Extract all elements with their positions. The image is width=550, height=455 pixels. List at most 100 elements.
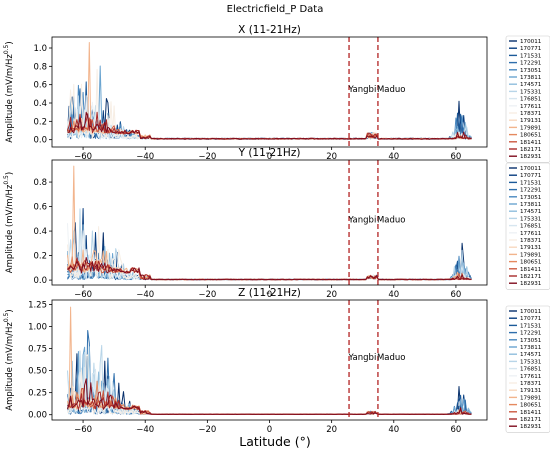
y-tick-label: 0.8	[33, 178, 47, 188]
legend-label-177611: 177611	[520, 231, 542, 237]
x-tick-label: 40	[388, 290, 399, 300]
x-tick-label: 20	[326, 290, 337, 300]
y-tick-label: 1.0	[33, 44, 47, 54]
y-tick-label: 1.00	[28, 322, 47, 332]
legend-label-181411: 181411	[520, 140, 542, 146]
legend-label-180651: 180651	[520, 260, 542, 266]
panels-group: X (11-21Hz) Yangbi Maduo −60 −40 −20 0 20 40 60 0.…	[3, 24, 550, 435]
series-line-179891	[67, 306, 472, 415]
legend-label-182931: 182931	[520, 154, 542, 160]
chart-panel-2: Y (11-21Hz) Yangbi Maduo −60 −40 −20 0 20 40 60 0.…	[3, 147, 550, 300]
legend-label-173811: 173811	[520, 75, 542, 81]
legend-label-179131: 179131	[520, 245, 542, 251]
chart-panel-3: Z (11-21Hz) Yangbi Maduo −60 −40 −20 0 20 40 60 0.…	[3, 287, 550, 435]
series-line-170771	[67, 208, 472, 281]
x-tick-label: −20	[198, 290, 216, 300]
panel-title: Y (11-21Hz)	[238, 147, 301, 159]
series-line-178371	[67, 68, 472, 140]
series-line-176851	[67, 106, 472, 140]
x-tick-label: 60	[451, 152, 462, 162]
x-tick-label: 40	[388, 152, 399, 162]
x-tick-label: −60	[74, 425, 92, 435]
x-tick-label: 0	[267, 290, 272, 300]
x-tick-label: 20	[326, 425, 337, 435]
legend-label-178371: 178371	[520, 238, 542, 244]
marker-label-yangbi: Yangbi	[348, 216, 377, 226]
x-tick-label: 60	[451, 290, 462, 300]
legend-label-181411: 181411	[520, 267, 542, 273]
legend-label-175331: 175331	[520, 359, 542, 365]
legend-label-173051: 173051	[520, 68, 542, 74]
legend-label-170771: 170771	[520, 173, 542, 179]
y-tick-label: 0.4	[33, 227, 47, 237]
series-line-179891	[67, 165, 472, 281]
legend-label-176851: 176851	[520, 367, 542, 373]
legend-label-171531: 171531	[520, 323, 542, 329]
legend-label-181411: 181411	[520, 410, 542, 416]
legend-label-175331: 175331	[520, 216, 542, 222]
series-line-179891	[67, 42, 472, 140]
x-tick-label: −40	[136, 425, 154, 435]
legend-label-170011: 170011	[520, 309, 542, 315]
series-line-175331	[67, 208, 472, 281]
marker-label-maduo: Maduo	[377, 353, 406, 363]
legend-label-172291: 172291	[520, 331, 542, 337]
legend-label-171531: 171531	[520, 53, 542, 59]
chart-panel-1: X (11-21Hz) Yangbi Maduo −60 −40 −20 0 20 40 60 0.…	[3, 24, 550, 163]
figure-title: Electricfield_P Data	[227, 4, 324, 15]
y-axis-label: Amplitude (mV/m/Hz0.5)	[3, 309, 15, 410]
y-axis-label: Amplitude (mV/m/Hz0.5)	[3, 172, 15, 273]
y-tick-label: 1.25	[28, 300, 47, 310]
legend-label-179891: 179891	[520, 125, 542, 131]
legend-label-172291: 172291	[520, 61, 542, 67]
x-tick-label: −60	[74, 152, 92, 162]
y-tick-label: 0.0	[33, 136, 47, 146]
legend-label-182931: 182931	[520, 424, 542, 430]
x-tick-label: 0	[267, 152, 272, 162]
y-tick-label: 0.8	[33, 62, 47, 72]
x-tick-label: −20	[198, 425, 216, 435]
x-tick-label: −40	[136, 290, 154, 300]
legend-label-173811: 173811	[520, 202, 542, 208]
series-line-173811	[67, 250, 472, 281]
series-line-182931	[67, 257, 472, 281]
series-line-173811	[67, 346, 472, 415]
marker-label-maduo: Maduo	[377, 85, 406, 95]
legend-label-179131: 179131	[520, 118, 542, 124]
series-lines	[67, 306, 472, 415]
legend-label-177611: 177611	[520, 104, 542, 110]
legend-label-177611: 177611	[520, 374, 542, 380]
series-line-175331	[67, 344, 472, 415]
x-tick-label: −40	[136, 152, 154, 162]
series-line-182931	[67, 111, 472, 140]
y-tick-label: 0.6	[33, 203, 47, 213]
legend-label-176851: 176851	[520, 97, 542, 103]
panel-title: X (11-21Hz)	[238, 24, 301, 36]
legend-label-179131: 179131	[520, 388, 542, 394]
legend-label-180651: 180651	[520, 133, 542, 139]
y-axis-label: Amplitude (mV/m/Hz0.5)	[3, 41, 15, 142]
legend-label-176851: 176851	[520, 224, 542, 230]
legend-label-174571: 174571	[520, 82, 542, 88]
y-tick-label: 0.4	[33, 99, 47, 109]
panel-title: Z (11-21Hz)	[238, 287, 301, 299]
legend-label-182171: 182171	[520, 274, 542, 280]
y-tick-label: 0.00	[28, 411, 47, 421]
legend-label-170011: 170011	[520, 39, 542, 45]
series-line-172291	[67, 330, 472, 415]
y-tick-label: 0.25	[28, 389, 47, 399]
series-line-173051	[67, 84, 472, 140]
y-tick-label: 0.2	[33, 117, 47, 127]
legend-label-174571: 174571	[520, 209, 542, 215]
y-tick-label: 0.75	[28, 345, 47, 355]
legend-label-179891: 179891	[520, 395, 542, 401]
series-line-174571	[67, 346, 472, 415]
y-tick-label: 0.6	[33, 81, 47, 91]
series-line-182931	[67, 378, 472, 415]
x-tick-label: −20	[198, 152, 216, 162]
y-tick-label: 0.0	[33, 276, 47, 286]
